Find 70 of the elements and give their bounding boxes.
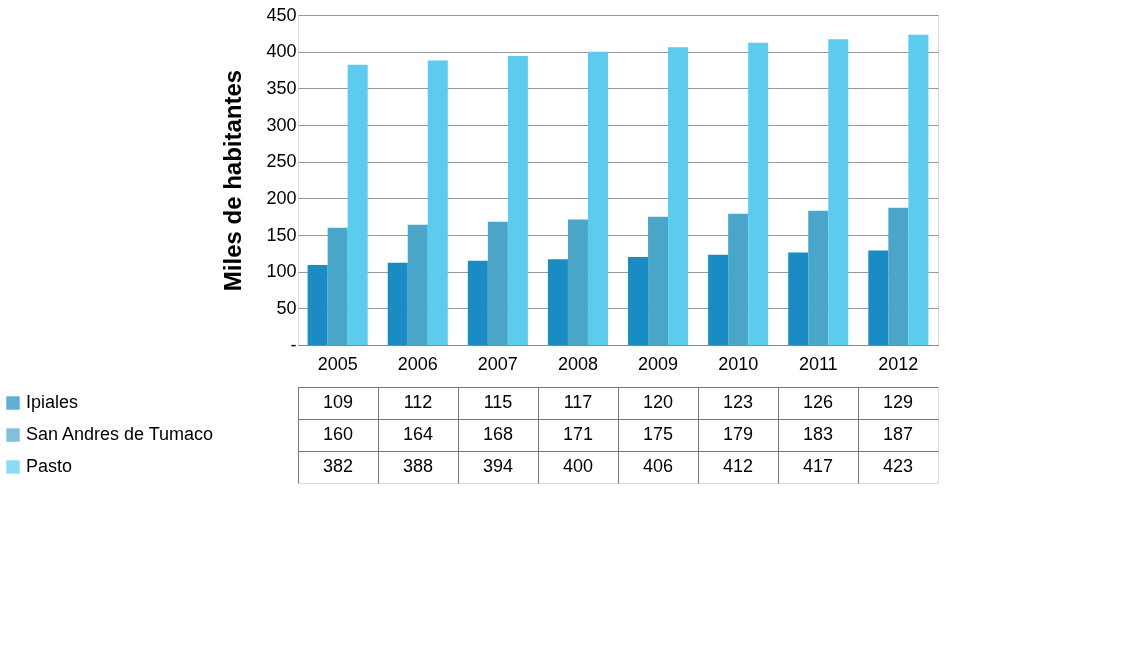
bar bbox=[587, 51, 608, 345]
bar bbox=[808, 210, 829, 345]
data-label: 406 bbox=[642, 456, 674, 476]
bar bbox=[668, 47, 689, 345]
data-label: 171 bbox=[562, 424, 594, 444]
data-label: 412 bbox=[722, 456, 754, 476]
x-tick-label: 2010 bbox=[718, 353, 759, 374]
data-label: 168 bbox=[482, 424, 514, 444]
data-label: 123 bbox=[722, 392, 754, 412]
bar bbox=[347, 64, 368, 345]
bar bbox=[868, 250, 889, 345]
bar bbox=[547, 259, 568, 345]
data-label: 112 bbox=[403, 392, 433, 412]
x-tick-label: 2012 bbox=[878, 353, 919, 374]
data-label: 120 bbox=[642, 392, 674, 412]
bar bbox=[307, 265, 328, 345]
bar bbox=[828, 39, 849, 345]
bar bbox=[567, 219, 588, 345]
y-tick-label: 150 bbox=[266, 224, 297, 245]
data-label: 160 bbox=[322, 424, 354, 444]
x-tick-label: 2006 bbox=[397, 353, 438, 374]
bar bbox=[327, 227, 348, 345]
data-label: 109 bbox=[322, 392, 354, 412]
data-label: 164 bbox=[402, 424, 434, 444]
legend-label: Pasto bbox=[26, 456, 73, 476]
bar bbox=[648, 216, 669, 345]
bar bbox=[908, 34, 929, 345]
bar bbox=[407, 224, 428, 345]
bar bbox=[788, 252, 809, 345]
y-tick-label: 400 bbox=[266, 41, 297, 62]
x-tick-label: 2011 bbox=[798, 353, 838, 374]
bar bbox=[888, 207, 909, 345]
data-label: 388 bbox=[402, 456, 434, 476]
data-label: 115 bbox=[483, 392, 513, 412]
y-tick-label: - bbox=[290, 334, 297, 355]
data-label: 187 bbox=[882, 424, 914, 444]
data-label: 129 bbox=[882, 392, 914, 412]
data-label: 179 bbox=[722, 424, 754, 444]
x-tick-label: 2008 bbox=[557, 353, 598, 374]
data-label: 417 bbox=[802, 456, 834, 476]
y-tick-label: 50 bbox=[276, 297, 297, 318]
bar bbox=[728, 213, 749, 345]
bar bbox=[708, 254, 729, 345]
data-label: 382 bbox=[322, 456, 354, 476]
y-tick-label: 200 bbox=[266, 187, 297, 208]
bar bbox=[487, 221, 508, 345]
x-tick-label: 2009 bbox=[638, 353, 679, 374]
data-label: 117 bbox=[563, 392, 593, 412]
y-axis-title: Miles de habitantes bbox=[219, 69, 247, 292]
bar bbox=[467, 260, 488, 345]
bar bbox=[387, 262, 408, 345]
bar bbox=[507, 56, 528, 345]
legend-label: San Andres de Tumaco bbox=[26, 424, 214, 444]
x-tick-label: 2007 bbox=[477, 353, 518, 374]
x-tick-label: 2005 bbox=[317, 353, 358, 374]
legend-label: Ipiales bbox=[26, 392, 79, 412]
y-tick-label: 100 bbox=[266, 261, 297, 282]
data-label: 126 bbox=[802, 392, 834, 412]
y-tick-label: 350 bbox=[266, 77, 297, 98]
data-label: 175 bbox=[642, 424, 674, 444]
bar bbox=[427, 60, 448, 345]
y-tick-label: 300 bbox=[266, 114, 297, 135]
y-tick-label: 250 bbox=[266, 151, 297, 172]
bar bbox=[628, 257, 649, 345]
bar bbox=[748, 42, 769, 345]
data-label: 423 bbox=[882, 456, 914, 476]
data-label: 394 bbox=[482, 456, 514, 476]
data-label: 183 bbox=[802, 424, 834, 444]
y-tick-label: 450 bbox=[266, 4, 297, 25]
data-label: 400 bbox=[562, 456, 594, 476]
